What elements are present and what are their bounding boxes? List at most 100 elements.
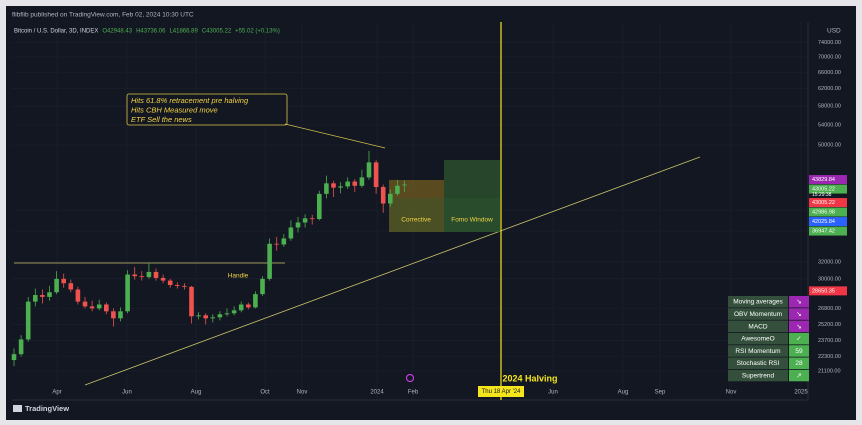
candle-body <box>47 292 52 297</box>
candle-body <box>104 304 109 312</box>
candle-body <box>309 218 315 220</box>
candle-body <box>274 243 279 245</box>
table-name-cell <box>728 369 788 382</box>
x-tick-label: Aug <box>618 390 629 396</box>
candle-body <box>203 315 208 319</box>
ohlc-value: C43005.22 <box>202 29 232 35</box>
ohlc-legend: O42948.43 H43736.06 L41866.89 C43005.22 +55.… <box>102 29 280 35</box>
table-signal: ↘ <box>796 299 801 306</box>
table-name: OBV Momentum <box>734 311 782 318</box>
table-signal: ✓ <box>796 336 801 343</box>
price-tag <box>809 286 847 296</box>
currency: USD <box>827 28 841 35</box>
candle-body <box>331 183 336 188</box>
table-name: AwesomeO <box>741 336 774 343</box>
candle-body <box>253 294 258 308</box>
candle-body <box>324 183 329 194</box>
trendline <box>84 156 701 386</box>
candle-body <box>125 274 130 312</box>
y-tick-label: 54000.00 <box>818 122 841 128</box>
candle-body <box>288 227 294 239</box>
price-tag <box>809 175 847 185</box>
countdown: 15:29:38 <box>812 192 832 198</box>
table-signal: 28 <box>795 360 803 367</box>
header: flibflib published on TradingView.com, F… <box>12 12 194 19</box>
candle-body <box>345 181 350 187</box>
callout-pointer <box>284 123 386 149</box>
candle-body <box>96 304 102 309</box>
table-signal: ↘ <box>796 311 801 318</box>
candle-body <box>25 301 31 340</box>
candle-body <box>224 313 230 315</box>
table-signal-cell <box>789 332 809 345</box>
fomo-label: Fomo Window <box>451 217 493 224</box>
candle-body <box>373 162 379 188</box>
table-name: Stochastic RSI <box>737 360 780 367</box>
candle-body <box>189 286 194 317</box>
price-tag-label: 42986.98 <box>812 210 835 216</box>
fomo-box <box>444 160 500 232</box>
candle-body <box>68 283 74 290</box>
candles <box>11 150 407 367</box>
table-name: MACD <box>748 323 767 330</box>
table-name: Supertrend <box>742 373 775 380</box>
candle-body <box>338 186 343 188</box>
price-tag <box>809 184 847 194</box>
corrective-label: Corrective <box>401 217 431 224</box>
candle-body <box>238 304 244 311</box>
candle-body <box>75 289 81 302</box>
price-tag-label: 43005.22 <box>812 200 835 206</box>
ohlc-value: +55.02 (+0.13%) <box>235 29 280 35</box>
table-name-cell <box>728 296 788 308</box>
candle-body <box>231 310 237 314</box>
candle-body <box>160 277 166 281</box>
halving-date: Thu 18 Apr '24 <box>482 389 522 395</box>
y-tick-label: 25200.00 <box>818 322 841 328</box>
ohlc-value: L41866.89 <box>169 29 198 35</box>
callout-line: Hits CBH Measured move <box>131 105 218 114</box>
y-tick-label: 70000.00 <box>818 54 841 60</box>
x-tick-label: Aug <box>191 390 202 396</box>
y-tick-label: 58000.00 <box>818 104 841 110</box>
x-tick-label: Feb <box>408 390 419 396</box>
y-tick-label: 22300.00 <box>818 354 841 360</box>
ohlc-value: H43736.06 <box>136 29 166 35</box>
candle-body <box>54 278 59 293</box>
x-tick-label: 2025 <box>794 390 808 396</box>
table-signal-cell <box>789 357 809 369</box>
candle-body <box>11 354 17 361</box>
y-tick-label: 74000.00 <box>818 40 841 46</box>
candle-body <box>388 193 393 204</box>
candle-body <box>402 184 407 186</box>
x-tick-label: 2024 <box>370 390 384 396</box>
price-tag-label: 36947.42 <box>812 229 835 235</box>
callout-line: ETF Sell the news <box>131 115 192 124</box>
x-tick-label: Jun <box>122 390 132 396</box>
candle-body <box>295 222 301 228</box>
table-name: RSI Momentum <box>735 348 780 355</box>
table-signal-cell <box>789 296 809 308</box>
candle-body <box>352 181 358 186</box>
candle-body <box>380 187 386 204</box>
grid <box>12 22 808 400</box>
table-name: Moving averages <box>733 299 783 306</box>
candle-body <box>317 193 322 220</box>
candle-body <box>33 295 38 302</box>
event-icon <box>406 374 414 382</box>
table-name-cell <box>728 345 788 357</box>
price-tag <box>809 226 847 236</box>
candle-body <box>246 304 251 308</box>
price-tag-label: 28650.35 <box>812 288 835 294</box>
table-signal: ↗ <box>796 373 801 380</box>
y-tick-label: 30000.00 <box>818 276 841 282</box>
symbol: Bitcoin / U.S. Dollar, 3D, INDEX <box>14 29 98 35</box>
y-tick-label: 26800.00 <box>818 306 841 312</box>
candle-body <box>40 295 45 297</box>
candle-body <box>359 177 365 186</box>
callout-line: Hits 61.8% retracement pre halving <box>131 96 249 105</box>
y-tick-label: 32000.00 <box>818 259 841 265</box>
price-tag <box>809 198 847 208</box>
price-tag-label: 42025.84 <box>812 219 835 225</box>
candle-body <box>210 317 216 319</box>
